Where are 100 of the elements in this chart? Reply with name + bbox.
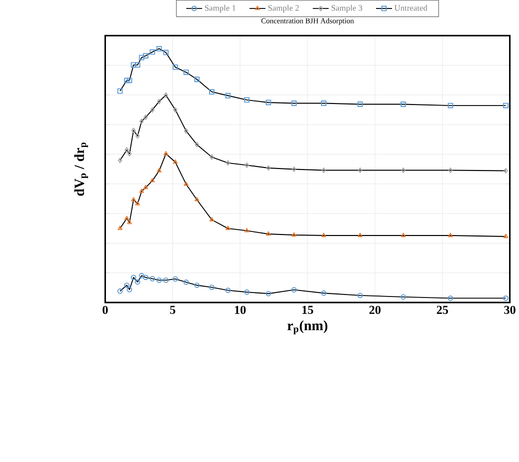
point <box>209 88 214 94</box>
point <box>194 142 200 148</box>
point <box>164 92 168 98</box>
point <box>244 97 250 102</box>
point <box>139 188 144 193</box>
point <box>448 102 454 108</box>
point <box>194 76 200 82</box>
point <box>292 166 296 172</box>
point <box>124 282 130 288</box>
x-axis-title: r$_{p}$(nm) <box>287 320 328 334</box>
point <box>135 133 140 138</box>
point <box>321 232 326 237</box>
point <box>357 101 363 107</box>
point <box>134 62 140 68</box>
point <box>150 106 155 112</box>
point <box>163 277 169 283</box>
point <box>266 165 271 170</box>
x-tick-label: 30 <box>504 306 516 314</box>
point <box>400 101 406 107</box>
y-axis-title: dV$_{p}$ / dr$_{p}$ <box>74 142 88 196</box>
point <box>209 284 214 290</box>
point <box>127 150 132 156</box>
point <box>320 290 326 296</box>
point <box>172 64 178 70</box>
point <box>358 167 362 173</box>
point <box>503 295 508 301</box>
x-tick-label: 5 <box>170 306 176 314</box>
point <box>183 279 189 285</box>
point <box>131 127 136 133</box>
point <box>124 147 129 152</box>
point <box>117 88 123 94</box>
point <box>504 168 508 174</box>
point <box>131 196 136 202</box>
x-tick-label: 0 <box>102 306 108 314</box>
point <box>156 168 162 172</box>
point <box>117 288 123 294</box>
point <box>138 54 144 60</box>
point <box>503 234 508 238</box>
point <box>225 92 231 98</box>
point <box>292 232 296 236</box>
point <box>357 292 363 298</box>
point <box>226 225 230 230</box>
point <box>210 154 214 160</box>
legend-label: Sample 2 <box>268 4 299 12</box>
point <box>209 216 214 222</box>
point <box>118 225 122 230</box>
point <box>163 50 169 55</box>
point <box>130 62 136 68</box>
point <box>156 46 162 52</box>
legend-label: Sample 1 <box>205 4 236 12</box>
point <box>400 294 406 300</box>
legend-label: Untreated <box>394 4 428 11</box>
point <box>134 279 140 284</box>
point <box>194 282 200 288</box>
point <box>142 274 148 280</box>
point <box>124 216 130 220</box>
point <box>150 178 155 182</box>
point <box>157 98 162 104</box>
point <box>358 232 363 237</box>
point <box>266 231 271 236</box>
point <box>142 52 148 58</box>
point <box>156 277 162 283</box>
point <box>118 157 122 163</box>
point <box>184 181 189 186</box>
point <box>266 290 272 296</box>
point <box>225 287 231 293</box>
point <box>150 49 156 54</box>
point <box>138 272 144 278</box>
point <box>448 295 454 301</box>
point <box>322 167 326 173</box>
point <box>130 274 136 280</box>
point <box>135 200 140 206</box>
x-tick-label: 25 <box>436 306 448 314</box>
point <box>172 276 178 282</box>
point <box>127 220 132 224</box>
x-tick-label: 15 <box>302 306 314 314</box>
point <box>173 106 178 112</box>
point <box>320 100 326 106</box>
point <box>144 114 148 120</box>
point <box>124 77 130 83</box>
point <box>266 100 272 105</box>
point <box>448 167 453 173</box>
point <box>163 150 168 156</box>
point <box>401 167 406 173</box>
point <box>172 159 178 164</box>
point <box>448 232 453 237</box>
point <box>150 276 156 282</box>
point <box>183 69 189 75</box>
point <box>503 102 508 108</box>
x-tick-label: 10 <box>234 306 246 314</box>
point <box>194 196 200 202</box>
point <box>139 118 144 124</box>
point <box>126 77 132 83</box>
point <box>400 232 406 237</box>
x-tick-label: 20 <box>369 306 381 314</box>
point <box>184 128 188 134</box>
point <box>126 286 132 292</box>
point <box>291 100 297 106</box>
point <box>244 289 250 295</box>
point <box>226 160 230 166</box>
